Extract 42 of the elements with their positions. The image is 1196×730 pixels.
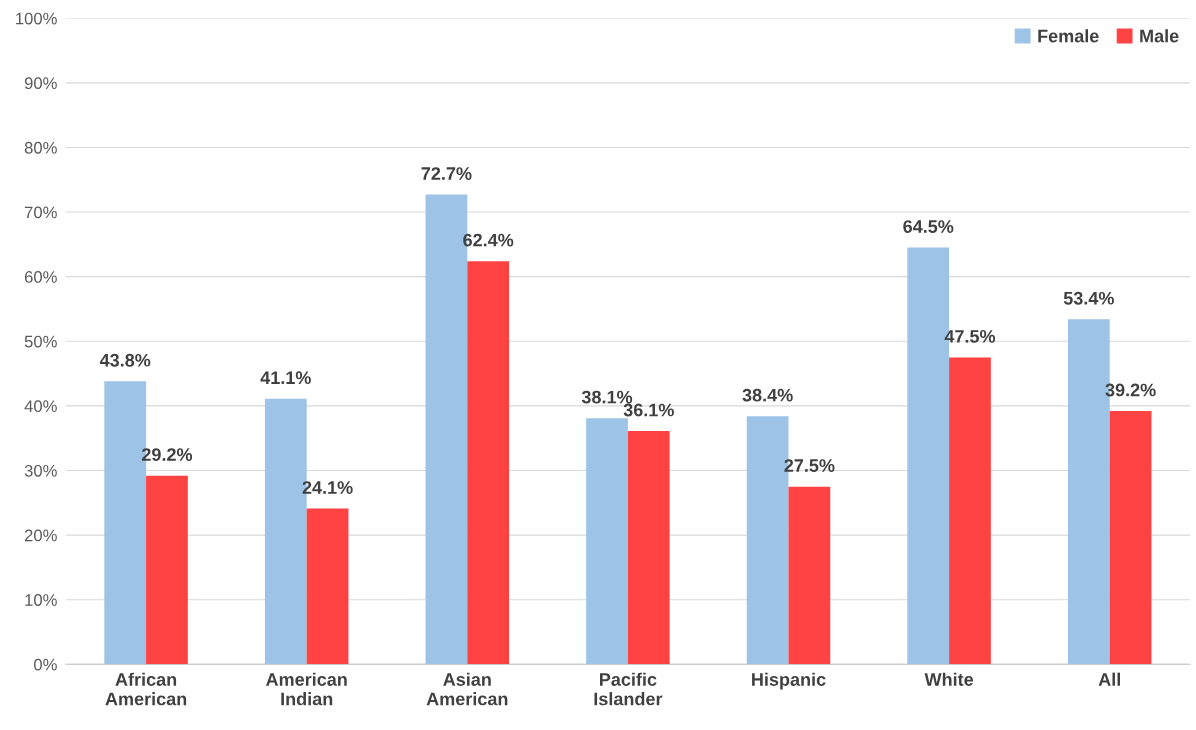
data-label: 27.5%	[784, 459, 835, 472]
x-tick-label: Hispanic	[752, 672, 826, 690]
y-tick-label: 0%	[34, 658, 57, 671]
x-tick-label: American Indian	[265, 672, 347, 706]
bar	[467, 261, 510, 665]
data-label: 64.5%	[903, 220, 954, 233]
bar	[586, 418, 628, 665]
y-tick-label: 20%	[24, 529, 57, 542]
bar	[949, 357, 991, 665]
x-tick-label: Pacific Islander	[594, 672, 663, 706]
bar	[306, 508, 349, 665]
legend-label: Female	[1038, 29, 1099, 43]
x-tick-label: African American	[105, 672, 187, 706]
data-label: 36.1%	[623, 403, 674, 417]
data-label: 41.1%	[260, 371, 311, 385]
y-tick-label: 30%	[24, 464, 57, 477]
data-label: 47.5%	[944, 330, 996, 343]
x-tick-label: White	[924, 672, 974, 686]
y-tick-label: 100%	[16, 12, 57, 25]
y-tick-label: 10%	[25, 594, 57, 606]
legend-label: Male	[1140, 29, 1179, 43]
bar	[146, 475, 188, 665]
data-label: 43.8%	[99, 353, 151, 367]
x-tick-label: All	[1098, 672, 1120, 686]
y-tick-label: 50%	[24, 335, 57, 348]
bar	[627, 431, 670, 665]
bar	[1109, 411, 1152, 665]
data-label: 38.4%	[742, 388, 793, 402]
data-label: 72.7%	[421, 167, 472, 180]
bar	[788, 486, 831, 665]
data-label: 29.2%	[141, 448, 193, 461]
y-tick-label: 60%	[24, 271, 57, 283]
data-label: 62.4%	[463, 233, 514, 247]
y-tick-label: 40%	[24, 400, 57, 413]
data-label: 24.1%	[302, 481, 353, 494]
x-tick-label: Asian American	[426, 672, 508, 706]
y-tick-label: 70%	[24, 206, 57, 219]
data-label: 38.1%	[581, 390, 633, 404]
data-label: 53.4%	[1063, 291, 1114, 305]
y-tick-label: 80%	[24, 141, 57, 154]
data-label: 39.2%	[1105, 383, 1156, 397]
y-tick-label: 90%	[24, 77, 57, 90]
